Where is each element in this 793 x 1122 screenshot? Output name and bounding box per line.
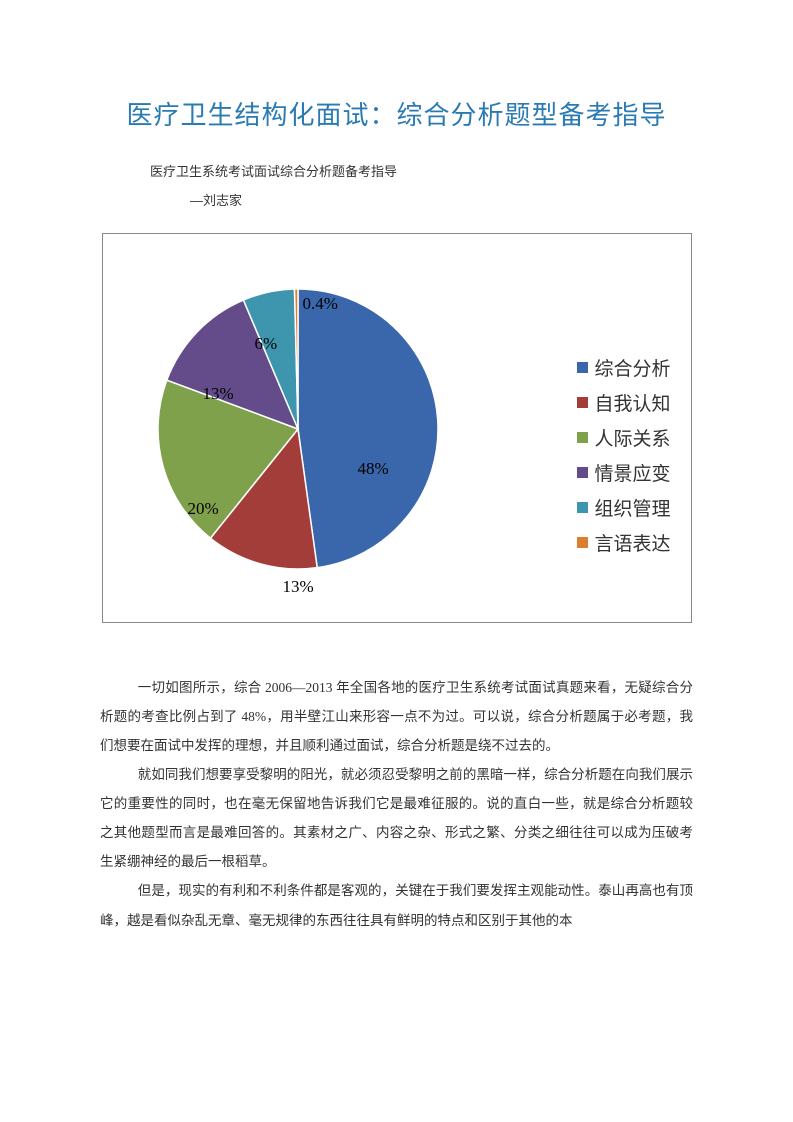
pie-chart-container: 48% 13% 20% 13% 6% 0.4% 综合分析自我认知人际关系情景应变组织管理言… — [102, 233, 692, 623]
legend-label: 自我认知 — [594, 389, 670, 416]
body-paragraph: 一切如图所示，综合 2006—2013 年全国各地的医疗卫生系统考试面试真题来看… — [100, 673, 693, 760]
legend-swatch — [577, 432, 588, 443]
legend-swatch — [577, 362, 588, 373]
legend-swatch — [577, 537, 588, 548]
body-text: 一切如图所示，综合 2006—2013 年全国各地的医疗卫生系统考试面试真题来看… — [100, 673, 693, 934]
legend-item: 综合分析 — [577, 354, 670, 381]
pie-slice-label: 20% — [188, 499, 219, 519]
pie-slice-label: 0.4% — [303, 294, 338, 314]
legend-label: 情景应变 — [594, 459, 670, 486]
pie-slice-label: 6% — [255, 334, 278, 354]
author-text: —刘志家 — [190, 189, 693, 214]
legend-label: 组织管理 — [594, 494, 670, 521]
body-paragraph: 就如同我们想要享受黎明的阳光，就必须忍受黎明之前的黑暗一样，综合分析题在向我们展… — [100, 760, 693, 876]
chart-legend: 综合分析自我认知人际关系情景应变组织管理言语表达 — [577, 354, 670, 564]
legend-swatch — [577, 397, 588, 408]
pie-slice — [298, 289, 438, 568]
pie-slice-label: 13% — [283, 577, 314, 597]
page-title: 医疗卫生结构化面试：综合分析题型备考指导 — [100, 95, 693, 132]
legend-item: 组织管理 — [577, 494, 670, 521]
legend-swatch — [577, 502, 588, 513]
legend-item: 人际关系 — [577, 424, 670, 451]
legend-label: 人际关系 — [594, 424, 670, 451]
pie-slice-label: 13% — [203, 384, 234, 404]
legend-label: 言语表达 — [594, 529, 670, 556]
subtitle-text: 医疗卫生系统考试面试综合分析题备考指导 — [150, 160, 693, 185]
body-paragraph: 但是，现实的有利和不利条件都是客观的，关键在于我们要发挥主观能动性。泰山再高也有… — [100, 876, 693, 934]
pie-chart — [158, 289, 438, 569]
pie-slice-label: 48% — [358, 459, 389, 479]
legend-item: 自我认知 — [577, 389, 670, 416]
legend-item: 言语表达 — [577, 529, 670, 556]
legend-label: 综合分析 — [594, 354, 670, 381]
legend-item: 情景应变 — [577, 459, 670, 486]
legend-swatch — [577, 467, 588, 478]
